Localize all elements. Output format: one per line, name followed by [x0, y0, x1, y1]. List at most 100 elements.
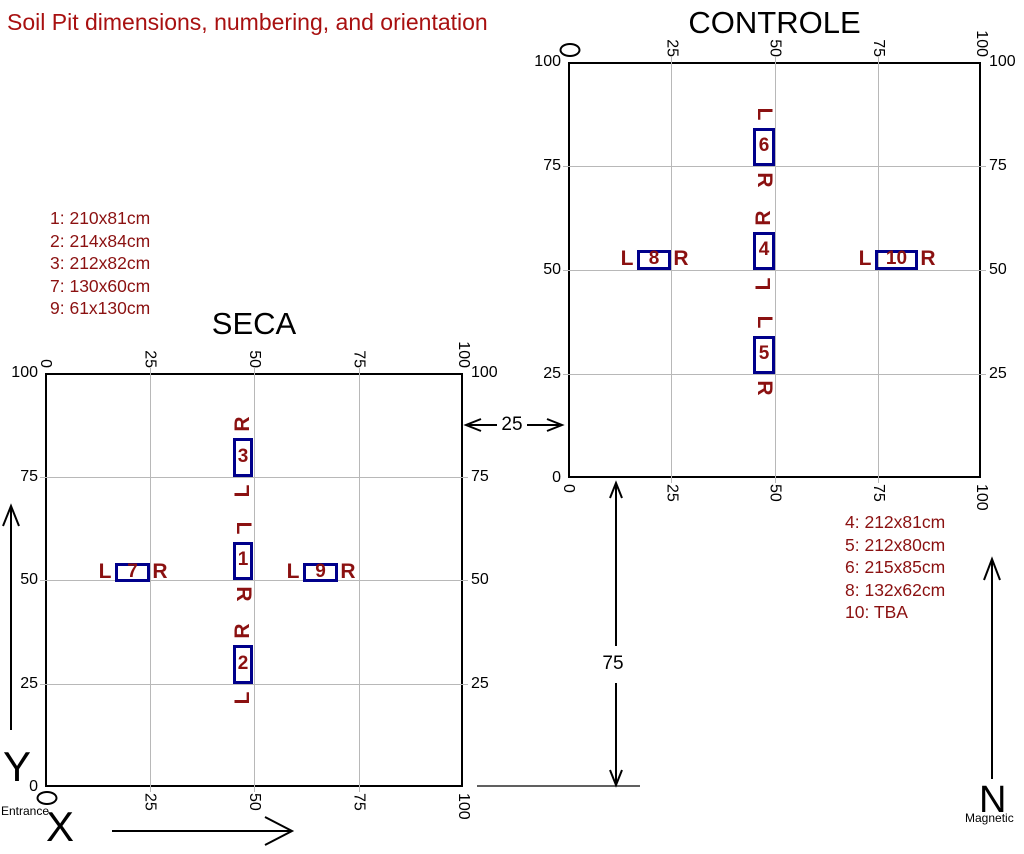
pit-10-letter-right: R: [920, 247, 936, 271]
controle-tick-right: [981, 374, 986, 375]
seca-title: SECA: [211, 306, 297, 341]
seca-xlabel-bottom-100: 100: [455, 793, 472, 820]
seca-ylabel-left-100: 100: [11, 364, 38, 381]
seca-legend-line: 1: 210x81cm: [50, 208, 151, 228]
controle-ylabel-right-75: 75: [989, 157, 1007, 174]
x-axis-label: X: [46, 803, 75, 850]
seca-tick-left: [40, 684, 45, 685]
seca-gridline-vertical: [359, 373, 360, 787]
magnetic-label: Magnetic: [965, 811, 1014, 825]
pit-10-letter-left: L: [858, 247, 872, 271]
seca-legend-line: 9: 61x130cm: [50, 298, 151, 318]
controle-ylabel-right-50: 50: [989, 261, 1007, 278]
seca-ylabel-right-75: 75: [471, 467, 489, 485]
controle-tick-top: [878, 57, 879, 62]
entrance-label: Entrance: [1, 804, 50, 818]
pit-1-letter-bottom: R: [232, 586, 255, 602]
pit-2-letter-bottom: L: [231, 691, 254, 705]
seca-tick-bottom: [359, 787, 360, 792]
controle-ylabel-left-25: 25: [543, 365, 561, 382]
pit-2-box: [233, 645, 253, 684]
seca-xlabel-top-50: 50: [246, 350, 263, 368]
seca-xlabel-bottom-25: 25: [141, 793, 159, 811]
gap-75-label: 75: [602, 653, 624, 674]
pit-7-letter-right: R: [152, 559, 168, 583]
seca-ylabel-left-50: 50: [20, 571, 38, 588]
controle-xlabel-top-50: 50: [766, 39, 784, 57]
seca-legend-line: 3: 212x82cm: [50, 253, 151, 273]
page-title: Soil Pit dimensions, numbering, and orie…: [7, 9, 488, 35]
controle-tick-right: [981, 270, 986, 271]
controle-xlabel-top-100: 100: [973, 30, 990, 57]
controle-legend-line: 6: 215x85cm: [845, 557, 946, 577]
pit-9-number: 9: [315, 560, 326, 582]
controle-ylabel-left-0: 0: [552, 469, 561, 486]
pit-8-box: [637, 250, 671, 270]
controle-legend-line: 5: 212x80cm: [845, 534, 946, 555]
pit-9-box: [303, 563, 338, 582]
seca-ylabel-left-25: 25: [20, 674, 38, 692]
controle-tick-bottom: [878, 478, 879, 483]
controle-xlabel-bottom-50: 50: [766, 484, 784, 502]
seca-tick-left: [40, 477, 45, 478]
gap-25-left-arrow: [463, 418, 497, 432]
pit-4-box: [753, 232, 775, 270]
pit-7-box: [115, 563, 150, 582]
seca-xlabel-top-0: 0: [37, 359, 54, 368]
pit-1-box: [233, 542, 253, 580]
controle-ylabel-left-100: 100: [534, 53, 561, 70]
seca-tick-top: [254, 368, 255, 373]
pit-1-letter-top: L: [232, 521, 255, 535]
controle-ylabel-left-50: 50: [543, 261, 561, 278]
seca-tick-left: [40, 580, 45, 581]
controle-gridline-horizontal: [568, 270, 981, 271]
seca-tick-top: [150, 368, 151, 373]
seca-gridline-horizontal: [45, 477, 463, 478]
controle-gridline-horizontal: [568, 166, 981, 167]
pit-6-number: 6: [758, 135, 770, 157]
pit-6-letter-top: L: [753, 107, 776, 121]
controle-tick-top: [671, 57, 672, 62]
seca-tick-top: [359, 368, 360, 373]
controle-xlabel-bottom-75: 75: [869, 484, 887, 502]
pit-10-number: 10: [885, 248, 908, 270]
pit-3-number: 3: [237, 445, 249, 467]
seca-xlabel-bottom-50: 50: [246, 793, 263, 811]
controle-xlabel-bottom-100: 100: [973, 484, 990, 511]
pit-1-number: 1: [237, 549, 249, 571]
pit-2-letter-top: R: [231, 623, 254, 639]
pit-4-number: 4: [758, 239, 770, 261]
pit-6-box: [753, 128, 775, 166]
seca-xlabel-top-25: 25: [141, 350, 159, 368]
pit-4-letter-top: R: [752, 210, 775, 226]
x-axis-arrow: [112, 816, 295, 846]
controle-gridline-vertical: [878, 62, 879, 478]
controle-tick-left: [563, 374, 568, 375]
pit-3-box: [233, 438, 253, 477]
gap-25-right-arrow: [527, 418, 565, 432]
gap-25-label: 25: [501, 414, 523, 435]
seca-legend-line: 7: 130x60cm: [50, 275, 151, 296]
controle-title: CONTROLE: [688, 5, 861, 40]
pit-9-letter-left: L: [286, 559, 300, 583]
seca-tick-right: [463, 580, 468, 581]
pit-3-letter-top: R: [231, 416, 254, 432]
seca-xlabel-bottom-75: 75: [350, 793, 368, 811]
pit-2-number: 2: [237, 652, 249, 674]
pit-7-letter-left: L: [98, 559, 112, 583]
controle-xlabel-top-75: 75: [869, 39, 887, 57]
pit-8-letter-right: R: [673, 247, 689, 271]
seca-ylabel-right-100: 100: [471, 364, 498, 381]
controle-tick-bottom: [775, 478, 776, 483]
pit-8-letter-left: L: [620, 247, 634, 271]
seca-gridline-horizontal: [45, 580, 463, 581]
seca-legend: 1: 210x81cm 2: 214x84cm 3: 212x82cm 7: 130x…: [50, 207, 150, 320]
pit-7-number: 7: [127, 560, 138, 582]
controle-tick-right: [981, 166, 986, 167]
controle-entrance-marker: [559, 43, 581, 57]
seca-tick-right: [463, 684, 468, 685]
pit-6-letter-bottom: R: [753, 172, 776, 188]
controle-gridline-horizontal: [568, 374, 981, 375]
